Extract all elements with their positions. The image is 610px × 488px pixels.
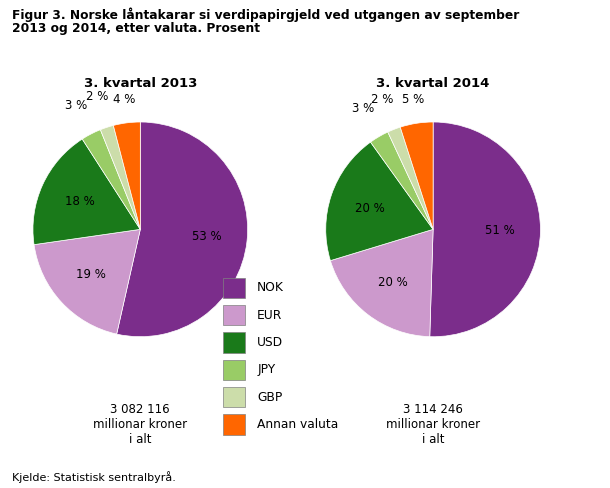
- Wedge shape: [82, 130, 140, 229]
- Wedge shape: [117, 122, 248, 337]
- Text: 3 %: 3 %: [351, 102, 374, 115]
- Wedge shape: [113, 122, 140, 229]
- Text: 19 %: 19 %: [76, 268, 106, 281]
- Title: 3. kvartal 2013: 3. kvartal 2013: [84, 77, 197, 90]
- Text: 3 082 116
millionar kroner
i alt: 3 082 116 millionar kroner i alt: [93, 403, 187, 447]
- Text: Figur 3. Norske låntakarar si verdipapirgjeld ved utgangen av september: Figur 3. Norske låntakarar si verdipapir…: [12, 7, 520, 22]
- Text: 3 114 246
millionar kroner
i alt: 3 114 246 millionar kroner i alt: [386, 403, 480, 447]
- Text: 53 %: 53 %: [192, 230, 221, 243]
- Text: Kjelde: Statistisk sentralbyrå.: Kjelde: Statistisk sentralbyrå.: [12, 471, 176, 483]
- Bar: [223, 414, 245, 434]
- Wedge shape: [326, 142, 433, 261]
- Text: 4 %: 4 %: [112, 93, 135, 106]
- Text: 20 %: 20 %: [378, 276, 407, 289]
- Title: 3. kvartal 2014: 3. kvartal 2014: [376, 77, 490, 90]
- Text: 2013 og 2014, etter valuta. Prosent: 2013 og 2014, etter valuta. Prosent: [12, 22, 260, 35]
- Wedge shape: [370, 132, 433, 229]
- Wedge shape: [101, 125, 140, 229]
- Bar: [223, 305, 245, 325]
- Wedge shape: [430, 122, 540, 337]
- Wedge shape: [331, 229, 433, 337]
- Text: USD: USD: [257, 336, 283, 349]
- Text: 3 %: 3 %: [65, 99, 87, 112]
- Wedge shape: [400, 122, 433, 229]
- Text: Annan valuta: Annan valuta: [257, 418, 339, 431]
- Text: 18 %: 18 %: [65, 195, 95, 208]
- Text: 51 %: 51 %: [485, 224, 514, 237]
- Text: JPY: JPY: [257, 363, 275, 376]
- Bar: [223, 360, 245, 380]
- Text: 2 %: 2 %: [85, 90, 108, 103]
- Text: EUR: EUR: [257, 308, 282, 322]
- Text: 20 %: 20 %: [355, 202, 385, 215]
- Wedge shape: [388, 127, 433, 229]
- Bar: [223, 387, 245, 407]
- Wedge shape: [33, 139, 140, 244]
- Text: 2 %: 2 %: [371, 93, 393, 106]
- Text: GBP: GBP: [257, 390, 282, 404]
- Text: NOK: NOK: [257, 281, 284, 294]
- Wedge shape: [34, 229, 140, 334]
- Bar: [223, 332, 245, 352]
- Text: 5 %: 5 %: [402, 94, 424, 106]
- Bar: [223, 278, 245, 298]
